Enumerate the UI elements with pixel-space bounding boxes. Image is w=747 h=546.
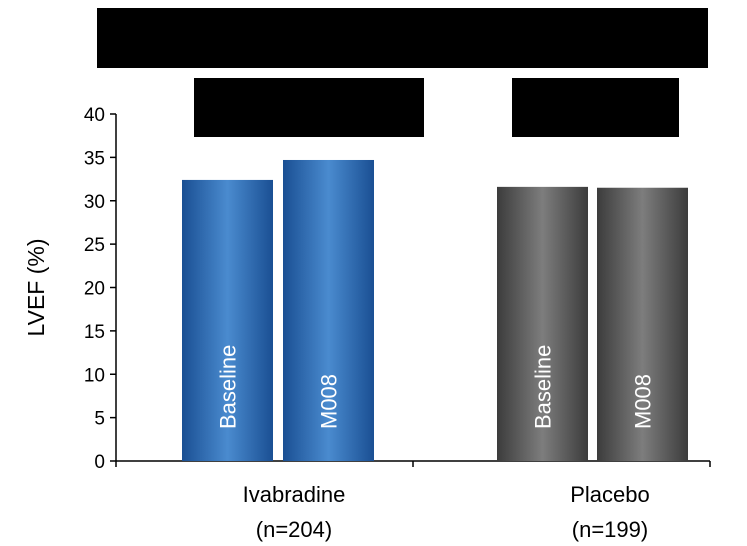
bar-ivabradine-baseline [182, 179, 273, 461]
y-tick-label: 30 [84, 192, 105, 213]
bar-label: Baseline [216, 345, 241, 429]
redaction-box-title [97, 8, 708, 68]
bar-ivabradine-m008 [283, 159, 374, 462]
y-axis-label: LVEF (%) [23, 239, 49, 337]
y-tick-label: 20 [84, 279, 105, 300]
bars: Baseline M008 Baseline M008 [182, 159, 688, 462]
redaction-box-ivabradine [194, 78, 424, 137]
category-label: Ivabradine [243, 482, 346, 507]
y-tick-label: 0 [94, 452, 105, 473]
bar-label: M008 [317, 374, 342, 429]
y-tick-label: 25 [84, 235, 105, 256]
bar-label: Baseline [531, 345, 556, 429]
labels: LVEF (%) Ivabradine (n=204) Placebo (n=199) [23, 239, 650, 542]
y-tick-label: 10 [84, 365, 105, 386]
category-label: Placebo [570, 482, 650, 507]
bar-placebo-m008 [597, 187, 688, 462]
redaction-box-placebo [512, 78, 679, 137]
y-tick-label: 40 [84, 105, 105, 126]
bar-placebo-baseline [497, 186, 588, 461]
y-tick-label: 5 [94, 409, 105, 430]
category-n-label: (n=199) [572, 517, 648, 542]
category-n-label: (n=204) [256, 517, 332, 542]
bar-label: M008 [631, 374, 656, 429]
y-tick-label: 15 [84, 322, 105, 343]
y-tick-label: 35 [84, 148, 105, 169]
